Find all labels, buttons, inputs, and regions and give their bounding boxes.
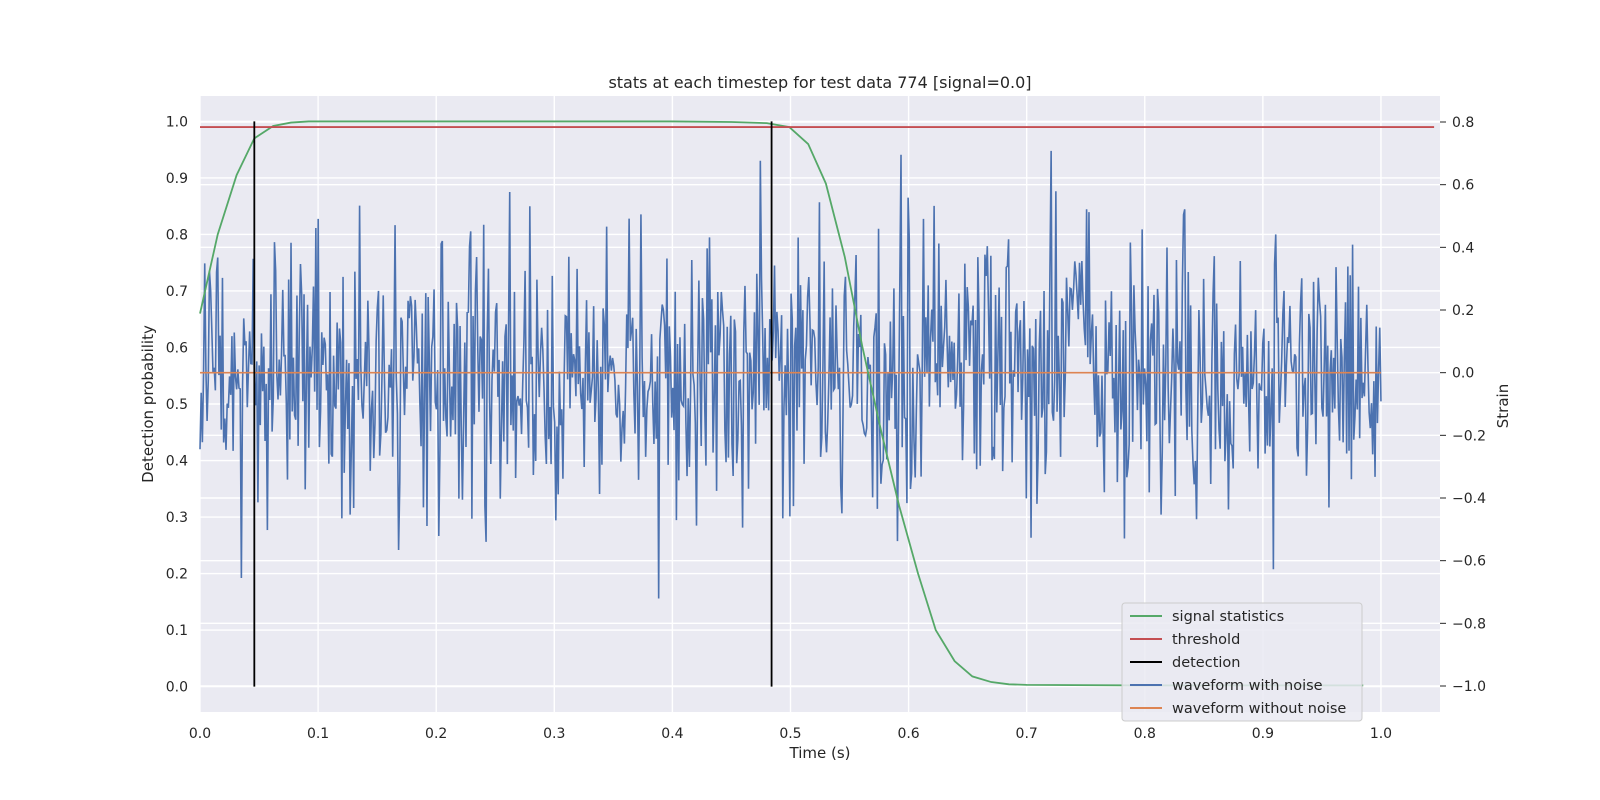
x-tick-label: 0.6 bbox=[897, 726, 919, 742]
series-line-signal-statistics bbox=[199, 120, 1364, 687]
x-tick-label: 0.0 bbox=[189, 726, 211, 742]
y2-axis-label: Strain bbox=[1494, 384, 1512, 428]
y2-tick-label: −0.8 bbox=[1452, 616, 1486, 632]
y2-tick-label: 0.6 bbox=[1452, 178, 1474, 194]
x-axis-label: Time (s) bbox=[789, 744, 851, 762]
y2-tick-label: 0.2 bbox=[1452, 303, 1474, 319]
y-tick-label: 0.0 bbox=[166, 680, 188, 696]
legend-label-waveform-without-noise: waveform without noise bbox=[1172, 701, 1346, 717]
y-tick-label: 0.2 bbox=[166, 567, 188, 583]
x-tick-label: 0.5 bbox=[779, 726, 801, 742]
y-tick-label: 0.4 bbox=[166, 454, 188, 470]
y-tick-label: 0.8 bbox=[166, 227, 188, 243]
y-tick-label: 0.1 bbox=[166, 623, 188, 639]
y-tick-label: 0.7 bbox=[166, 284, 188, 300]
y2-tick-label: 0.4 bbox=[1452, 240, 1474, 256]
y2-tick-label: −0.6 bbox=[1452, 554, 1486, 570]
y2-tick-label: 0.0 bbox=[1452, 366, 1474, 382]
legend-label-waveform-with-noise: waveform with noise bbox=[1172, 678, 1323, 694]
x-tick-label: 0.3 bbox=[543, 726, 565, 742]
y2-tick-label: 0.8 bbox=[1452, 115, 1474, 131]
x-tick-label: 0.8 bbox=[1134, 726, 1156, 742]
x-tick-label: 0.1 bbox=[307, 726, 329, 742]
legend: signal statistics threshold detection wa… bbox=[1121, 602, 1363, 722]
y-tick-label: 0.6 bbox=[166, 340, 188, 356]
x-tick-label: 0.9 bbox=[1252, 726, 1274, 742]
chart-title: stats at each timestep for test data 774… bbox=[608, 73, 1031, 92]
x-tick-label: 1.0 bbox=[1370, 726, 1392, 742]
series-layer bbox=[199, 120, 1435, 687]
y2-tick-label: −0.2 bbox=[1452, 428, 1486, 444]
legend-label-detection: detection bbox=[1172, 655, 1240, 671]
y-axis-label: Detection probability bbox=[139, 325, 157, 483]
x-tick-label: 0.4 bbox=[661, 726, 683, 742]
y-tick-label: 0.3 bbox=[166, 510, 188, 526]
x-tick-label: 0.2 bbox=[425, 726, 447, 742]
x-tick-label: 0.7 bbox=[1016, 726, 1038, 742]
ticks: 0.0 0.1 0.2 0.3 0.4 0.5 0.6 0.7 0.8 0.9 1.0 0.0 0.1 0… bbox=[166, 114, 1486, 742]
y-tick-label: 0.9 bbox=[166, 171, 188, 187]
legend-label-signal-statistics: signal statistics bbox=[1172, 609, 1284, 625]
y2-tick-label: −0.4 bbox=[1452, 491, 1486, 507]
legend-label-threshold: threshold bbox=[1172, 632, 1240, 648]
y-tick-label: 0.5 bbox=[166, 397, 188, 413]
y2-tick-label: −1.0 bbox=[1452, 679, 1486, 695]
legend-box bbox=[1121, 602, 1363, 722]
series-line-waveform-with-noise bbox=[199, 150, 1382, 599]
y-tick-label: 1.0 bbox=[166, 114, 188, 130]
